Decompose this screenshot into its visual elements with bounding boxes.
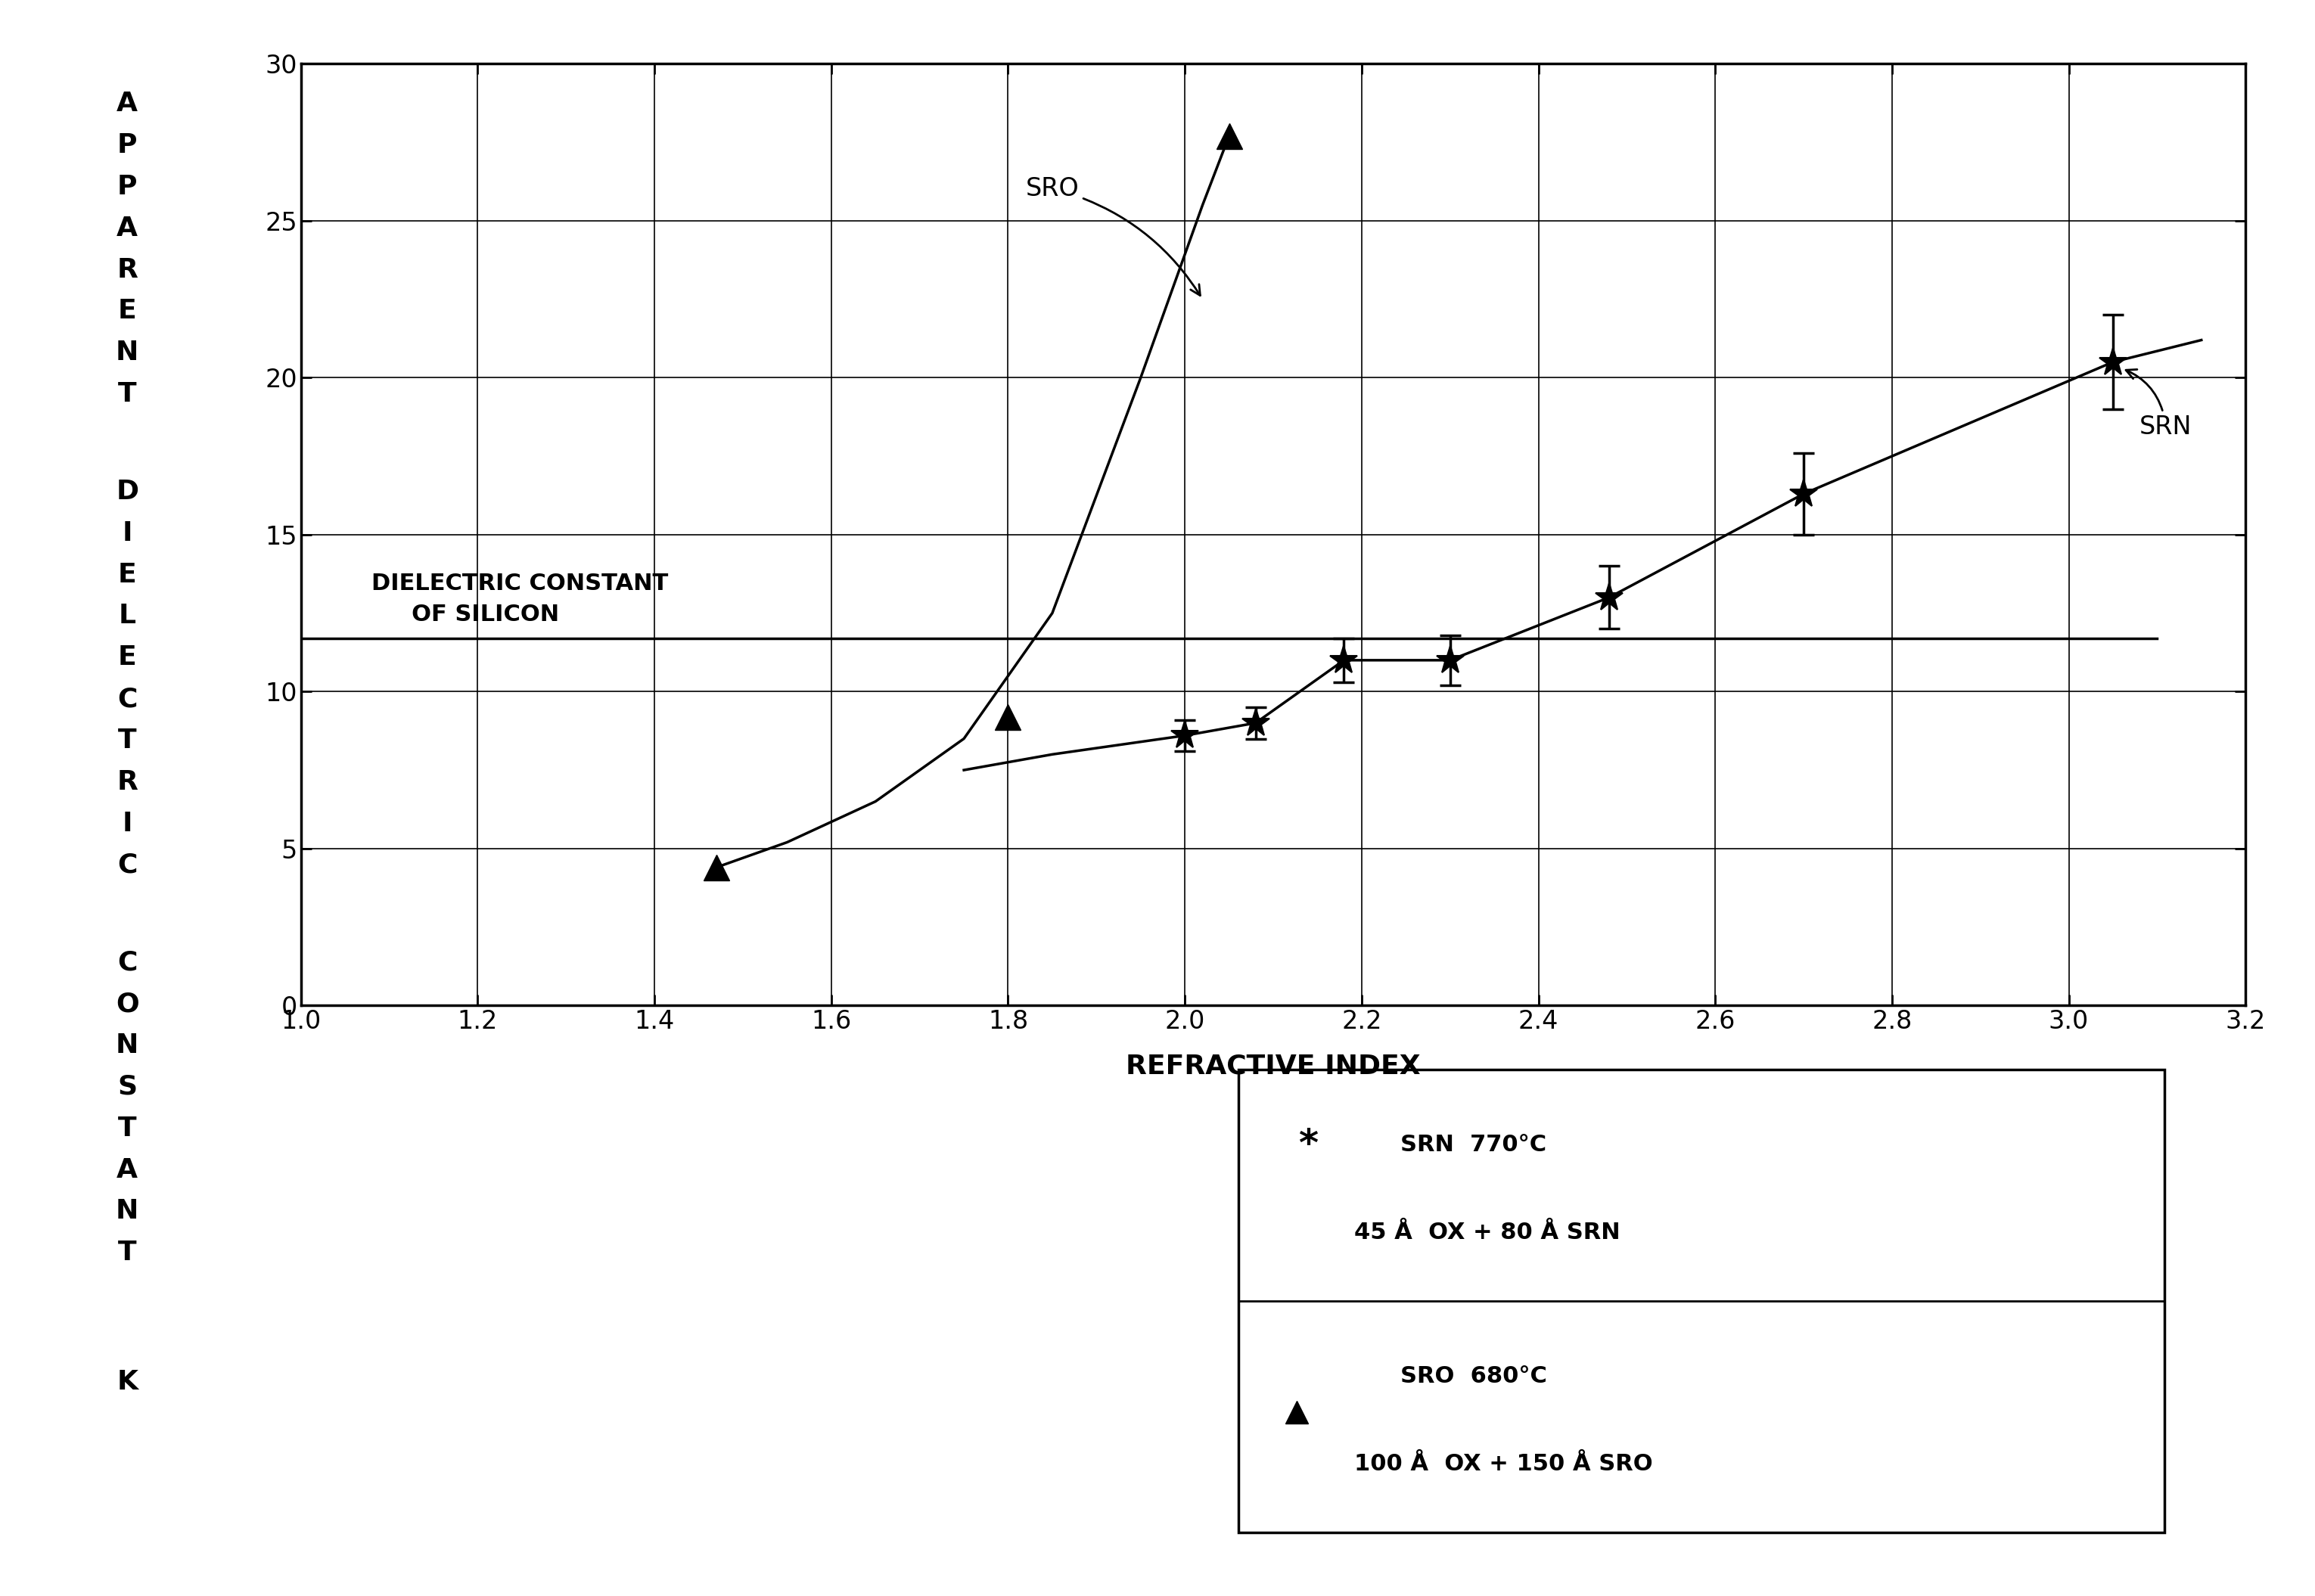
Text: T: T xyxy=(118,1116,137,1141)
Text: 100 Å  OX + 150 Å SRO: 100 Å OX + 150 Å SRO xyxy=(1354,1454,1653,1475)
Text: C: C xyxy=(118,686,137,712)
Text: OF SILICON: OF SILICON xyxy=(373,603,560,626)
Text: A: A xyxy=(116,1157,139,1183)
Text: T: T xyxy=(118,728,137,753)
Text: D: D xyxy=(116,479,139,504)
Text: *: * xyxy=(1296,1127,1320,1163)
Text: N: N xyxy=(116,1199,139,1224)
Text: T: T xyxy=(118,381,137,407)
Text: SRN: SRN xyxy=(2125,369,2192,439)
Text: SRO: SRO xyxy=(1026,176,1199,295)
Text: A: A xyxy=(116,215,139,241)
Text: K: K xyxy=(116,1369,139,1395)
Text: S: S xyxy=(118,1074,137,1100)
Text: E: E xyxy=(118,562,137,587)
Text: C: C xyxy=(118,852,137,878)
Text: P: P xyxy=(118,174,137,200)
Text: E: E xyxy=(118,298,137,324)
Text: SRO  680°C: SRO 680°C xyxy=(1401,1366,1546,1387)
Text: R: R xyxy=(116,769,139,795)
Text: SRN  770°C: SRN 770°C xyxy=(1401,1135,1546,1156)
Text: O: O xyxy=(116,991,139,1017)
Text: L: L xyxy=(118,603,137,629)
X-axis label: REFRACTIVE INDEX: REFRACTIVE INDEX xyxy=(1125,1053,1421,1079)
Text: DIELECTRIC CONSTANT: DIELECTRIC CONSTANT xyxy=(373,573,669,594)
Text: I: I xyxy=(123,811,132,836)
Text: I: I xyxy=(123,520,132,546)
Text: 45 Å  OX + 80 Å SRN: 45 Å OX + 80 Å SRN xyxy=(1354,1223,1620,1243)
Text: C: C xyxy=(118,950,137,975)
Text: N: N xyxy=(116,340,139,365)
Text: R: R xyxy=(116,257,139,282)
Text: T: T xyxy=(118,1240,137,1266)
Text: P: P xyxy=(118,132,137,158)
Text: E: E xyxy=(118,645,137,670)
Text: N: N xyxy=(116,1033,139,1058)
Text: A: A xyxy=(116,91,139,117)
